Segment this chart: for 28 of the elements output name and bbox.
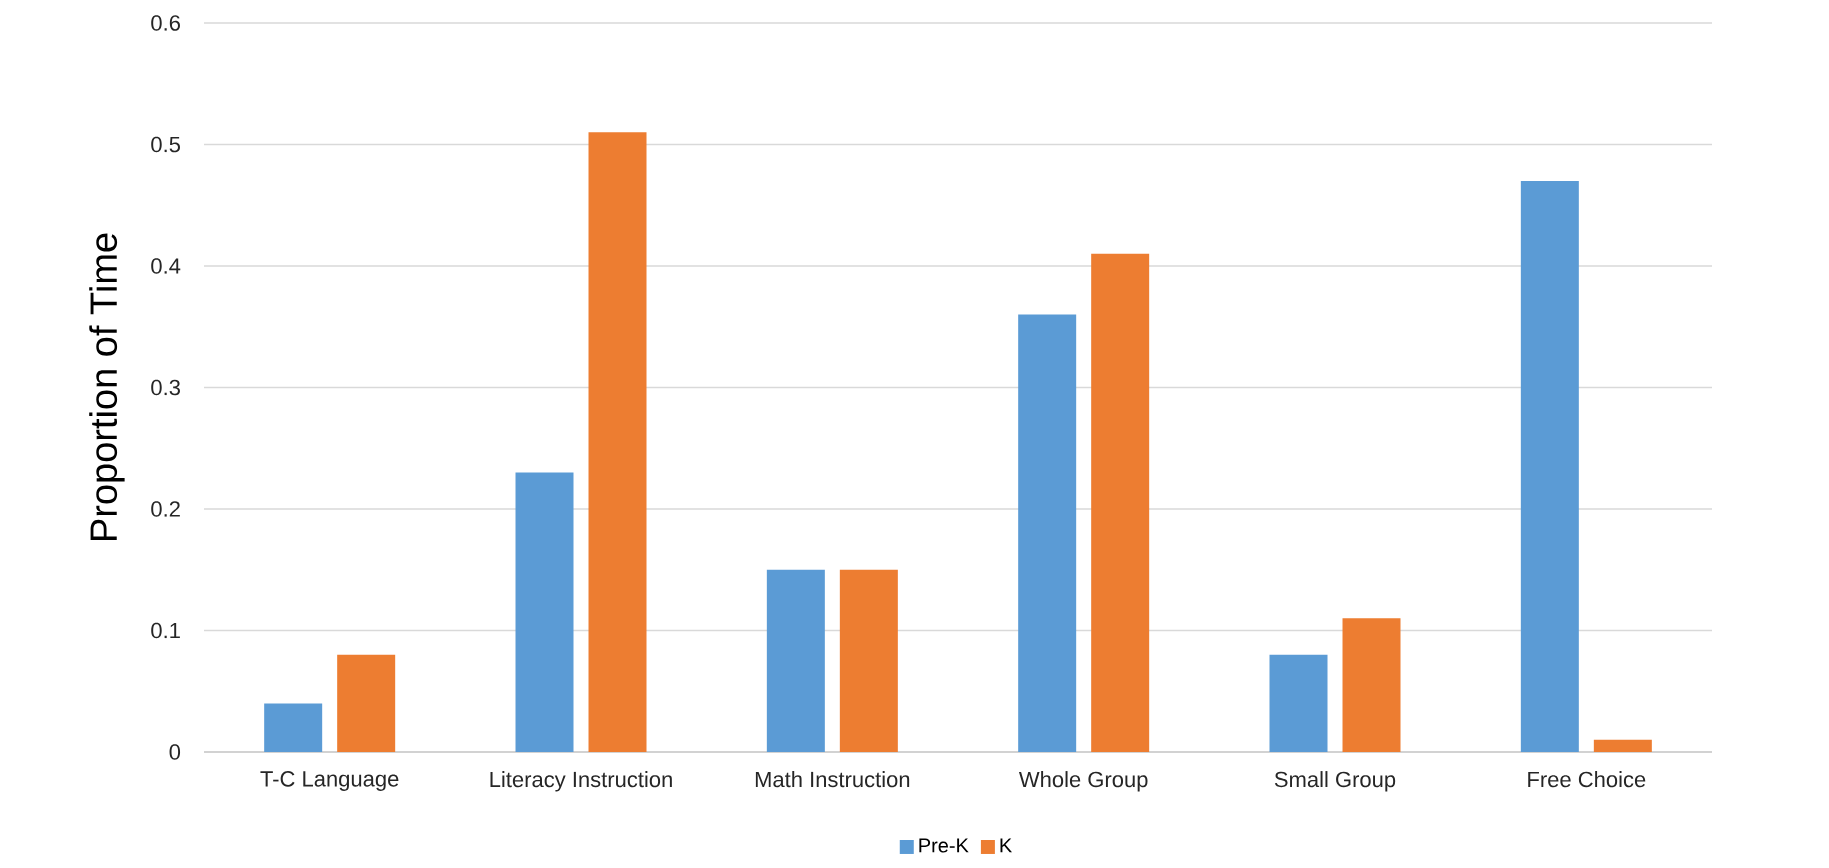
x-tick-label: Small Group [1274, 771, 1396, 792]
bar [1342, 618, 1401, 752]
bar [515, 472, 574, 752]
bar [588, 132, 647, 752]
x-tick-label: Free Choice [1528, 771, 1646, 788]
y-tick-label: 0 [169, 744, 181, 760]
bar [337, 654, 396, 752]
bar [839, 569, 898, 752]
bar [264, 703, 323, 752]
y-tick-label: 0.4 [151, 258, 181, 274]
x-tick-label: Math Instruction [755, 771, 910, 788]
y-tick-label: 0.1 [151, 622, 180, 639]
y-tick-label: 0.3 [151, 379, 180, 396]
x-tick-label: Whole Group [1018, 771, 1148, 792]
bar [1091, 253, 1150, 752]
x-tick-label: Literacy Instruction [490, 771, 672, 792]
y-axis-title: Proportion of Time [89, 233, 125, 540]
bar [766, 569, 825, 752]
y-tick-label: 0.2 [151, 501, 180, 517]
legend-label: K [1000, 838, 1013, 853]
bar [1593, 739, 1652, 752]
x-tick-label: T-C Language [260, 771, 399, 791]
y-tick-label: 0.5 [151, 136, 180, 153]
y-tick-label: 0.6 [151, 15, 180, 31]
legend-label: Pre-K [919, 838, 969, 853]
bar [1018, 314, 1077, 752]
bar [1520, 180, 1579, 752]
bar [1269, 654, 1328, 752]
